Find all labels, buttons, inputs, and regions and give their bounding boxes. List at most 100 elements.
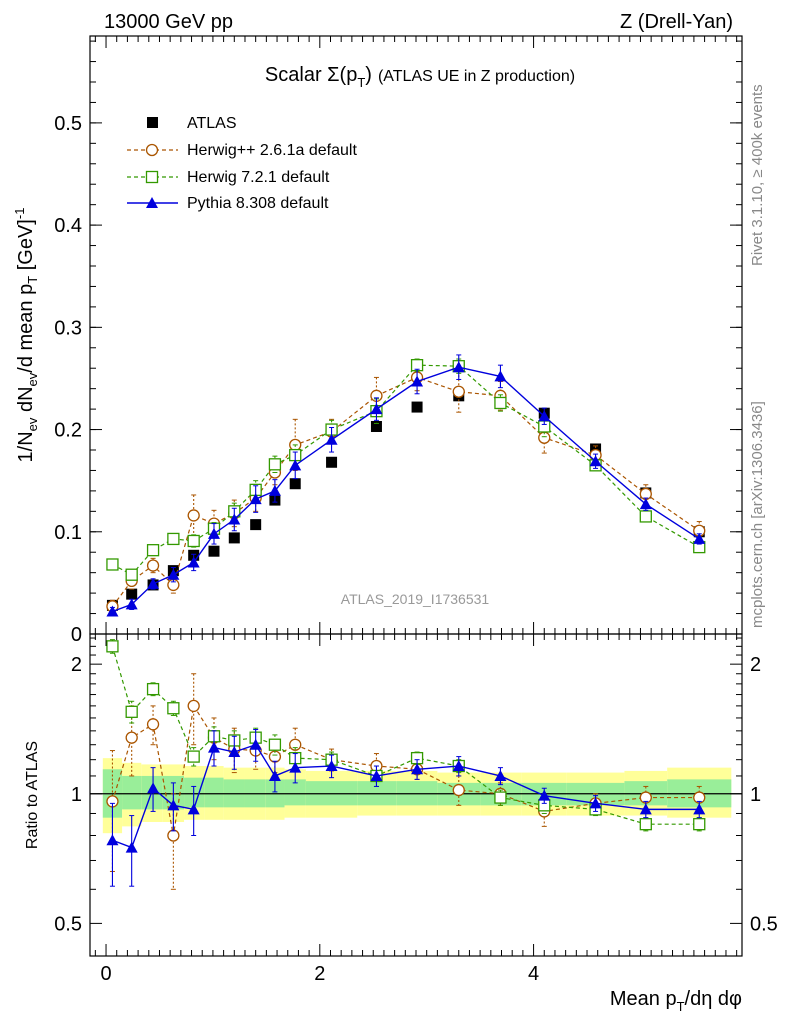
point-atlas — [250, 519, 262, 531]
point-pythia-8-308-default — [125, 598, 138, 610]
point-herwig-7-2-1-default — [106, 640, 119, 653]
point-herwig-7-2-1-default — [125, 568, 138, 581]
mcplots-text: mcplots.cern.ch [arXiv:1306.3436] — [749, 401, 766, 628]
point-pythia-8-308-default — [370, 769, 383, 781]
x-tick-label: 4 — [528, 963, 539, 985]
point-herwig-7-2-1-default — [639, 510, 652, 523]
point-herwig-2-6-1a-default — [146, 559, 160, 572]
legend-label-pythia: Pythia 8.308 default — [187, 195, 329, 212]
point-pythia-8-308-default — [187, 803, 200, 815]
stat-band — [204, 777, 224, 808]
series-pythia-8-308-default — [106, 354, 706, 617]
point-herwig-7-2-1-default — [494, 396, 507, 410]
point-pythia-8-308-default — [411, 763, 424, 775]
main-title: Scalar Σ(pT) (ATLAS UE in Z production) — [265, 64, 575, 90]
point-herwig-2-6-1a-default — [289, 738, 302, 751]
point-pythia-8-308-default — [228, 513, 241, 525]
point-pythia-8-308-default — [325, 760, 338, 772]
point-pythia-8-308-default — [693, 803, 706, 815]
legend-marker-atlas — [147, 117, 158, 128]
point-herwig-2-6-1a-default — [125, 731, 138, 744]
point-pythia-8-308-default — [370, 403, 383, 415]
point-pythia-8-308-default — [167, 568, 180, 580]
analysis-watermark: ATLAS_2019_I1736531 — [341, 591, 490, 607]
y-tick-label: 0.1 — [54, 522, 82, 544]
point-herwig-7-2-1-default — [187, 534, 200, 548]
point-herwig-2-6-1a-default — [187, 699, 200, 713]
legend-label-herwig7: Herwig 7.2.1 default — [187, 169, 330, 186]
legend-marker-herwigpp — [145, 143, 159, 157]
point-herwig-7-2-1-default — [146, 682, 160, 696]
point-herwig-7-2-1-default — [106, 558, 119, 571]
x-tick-label: 0 — [100, 963, 111, 985]
point-pythia-8-308-default — [207, 741, 220, 753]
main-y-axis-label: 1/Nev dNev/d mean pT [GeV]-1 — [12, 208, 40, 463]
point-herwig-7-2-1-default — [146, 544, 160, 557]
point-herwig-7-2-1-default — [639, 818, 652, 831]
ratio-y-axis-label: Ratio to ATLAS — [24, 741, 41, 849]
y-tick-label: 0.3 — [54, 317, 82, 339]
point-pythia-8-308-default — [589, 797, 602, 809]
point-pythia-8-308-default — [639, 803, 652, 815]
ratio-y-tick-label-right: 1 — [750, 784, 761, 806]
series-atlas — [106, 390, 705, 611]
point-pythia-8-308-default — [268, 769, 281, 781]
point-pythia-8-308-default — [494, 370, 507, 382]
point-pythia-8-308-default — [249, 738, 262, 750]
series-herwig-2-6-1a-default — [106, 363, 706, 614]
point-herwig-7-2-1-default — [268, 458, 282, 471]
point-pythia-8-308-default — [289, 459, 302, 471]
point-atlas — [289, 478, 301, 490]
point-pythia-8-308-default — [411, 375, 424, 387]
point-herwig-7-2-1-default — [167, 532, 180, 546]
point-pythia-8-308-default — [106, 605, 119, 617]
x-axis-label: Mean pT/dη dφ — [610, 988, 742, 1014]
point-pythia-8-308-default — [106, 834, 119, 846]
series-line-herwig-7-2-1-default — [112, 364, 700, 576]
ratio-y-tick-label-right: 2 — [750, 654, 761, 676]
point-herwig-7-2-1-default — [494, 791, 507, 804]
series-line-herwig-2-6-1a-default — [111, 376, 700, 607]
point-atlas — [228, 532, 240, 544]
main-series — [106, 354, 706, 617]
point-pythia-8-308-default — [228, 746, 241, 758]
point-herwig-2-6-1a-default — [452, 385, 465, 398]
point-herwig-2-6-1a-default — [146, 718, 160, 731]
point-pythia-8-308-default — [538, 410, 551, 422]
point-atlas — [370, 420, 382, 432]
point-pythia-8-308-default — [268, 484, 281, 496]
legend-label-atlas: ATLAS — [187, 115, 237, 132]
legend-marker-herwig7 — [145, 170, 159, 184]
x-tick-label: 2 — [314, 963, 325, 985]
y-tick-label: 0.4 — [54, 215, 82, 237]
legend-label-herwigpp: Herwig++ 2.6.1a default — [187, 142, 357, 159]
point-herwig-7-2-1-default — [167, 702, 180, 715]
ratio-series — [106, 639, 706, 890]
rivet-version-text: Rivet 3.1.10, ≥ 400k events — [749, 84, 766, 266]
stat-band — [122, 775, 142, 810]
point-pythia-8-308-default — [125, 841, 138, 853]
point-pythia-8-308-default — [187, 556, 200, 568]
ratio-y-tick-label: 1 — [71, 784, 82, 806]
point-pythia-8-308-default — [693, 532, 706, 544]
header-right: Z (Drell-Yan) — [620, 11, 733, 33]
point-atlas — [126, 588, 138, 600]
point-pythia-8-308-default — [249, 493, 262, 505]
series-line-pythia-8-308-default — [112, 366, 700, 613]
legend: ATLAS Herwig++ 2.6.1a default Herwig 7.2… — [127, 115, 357, 212]
ratio-y-tick-label-right: 0.5 — [750, 913, 778, 935]
point-pythia-8-308-default — [325, 433, 338, 445]
y-tick-label: 0.2 — [54, 420, 82, 442]
point-herwig-7-2-1-default — [125, 705, 138, 718]
point-pythia-8-308-default — [639, 498, 652, 510]
point-herwig-2-6-1a-default — [187, 509, 200, 522]
point-pythia-8-308-default — [452, 760, 465, 772]
point-atlas — [411, 401, 423, 413]
point-pythia-8-308-default — [494, 769, 507, 781]
point-pythia-8-308-default — [538, 789, 551, 801]
point-herwig-2-6-1a-default — [167, 829, 180, 842]
point-pythia-8-308-default — [289, 761, 302, 773]
point-herwig-7-2-1-default — [693, 818, 706, 831]
y-tick-label: 0 — [71, 624, 82, 646]
